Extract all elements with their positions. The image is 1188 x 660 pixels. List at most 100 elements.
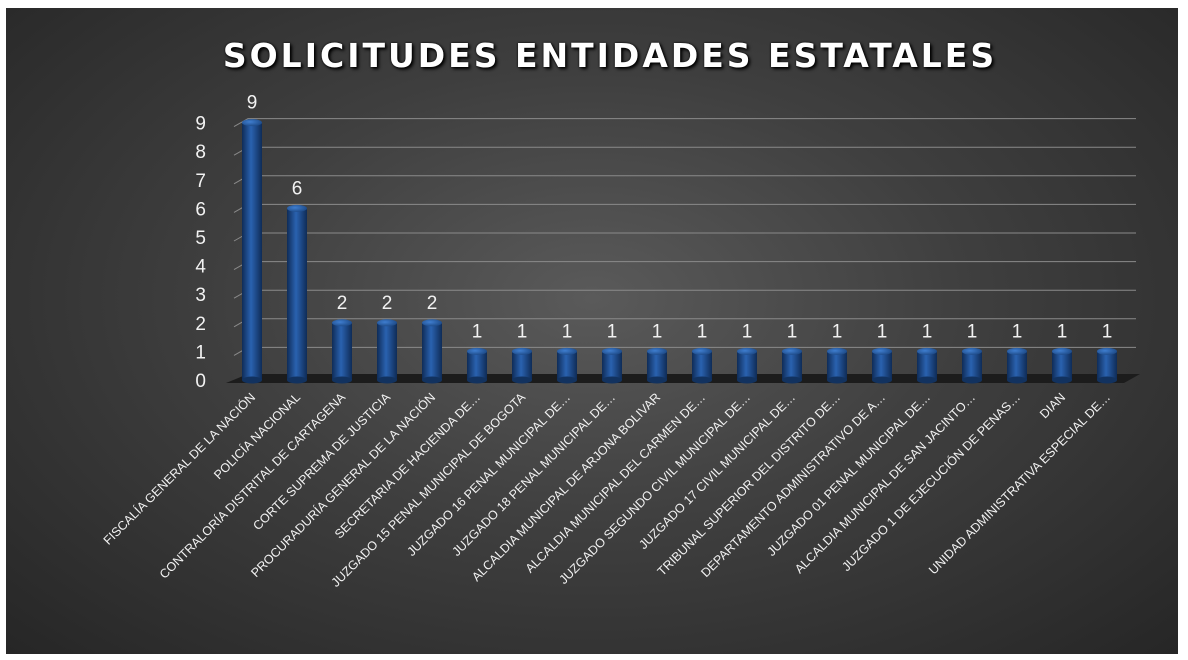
bar xyxy=(1007,347,1027,384)
bar-body xyxy=(692,351,712,380)
y-tick-label: 3 xyxy=(195,285,206,306)
gridline xyxy=(233,346,1136,356)
bar-base xyxy=(827,376,847,384)
gridline xyxy=(233,118,1136,128)
category-label: JUZGADO 16 PENAL MUNICIPAL DE… xyxy=(404,390,573,559)
bar xyxy=(917,347,937,384)
bar xyxy=(692,347,712,384)
y-tick-label: 6 xyxy=(195,199,206,220)
data-label: 1 xyxy=(967,321,978,342)
bar-cap xyxy=(557,347,577,355)
category-label: CONTRALORÍA DISTRITAL DE CARTAGENA xyxy=(156,389,348,581)
data-label: 1 xyxy=(472,321,483,342)
data-label: 1 xyxy=(517,321,528,342)
gridline xyxy=(233,318,1136,328)
bars xyxy=(242,119,1117,384)
bar-base xyxy=(557,376,577,384)
bar-body xyxy=(1052,351,1072,380)
bar-cap xyxy=(1052,347,1072,355)
bar-cap xyxy=(737,347,757,355)
data-label: 1 xyxy=(562,321,573,342)
chart-title: SOLICITUDES ENTIDADES ESTATALES xyxy=(222,36,998,75)
data-labels: 9 6 2 2 2 1 1 1 1 1 1 1 1 1 1 1 1 1 1 1 xyxy=(247,93,1113,343)
category-label: JUZGADO 01 PENAL MUNICIPAL DE… xyxy=(764,390,933,559)
data-label: 6 xyxy=(292,178,303,199)
bar-chart: 0 1 2 3 4 5 6 7 8 9 9 6 2 2 2 1 1 1 1 1 1 1 1 1 1 1 1 1 1 1 FISCALÍA… xyxy=(100,93,1140,590)
chart-floor-plane xyxy=(226,374,1140,383)
bar xyxy=(287,204,307,384)
bar-base xyxy=(692,376,712,384)
bar-body xyxy=(422,322,442,380)
chart-frame: SOLICITUDES ENTIDADES ESTATALES 0 1 2 3 4 5 6 7… xyxy=(6,8,1178,654)
bar-cap xyxy=(242,119,262,127)
bar-body xyxy=(1007,351,1027,380)
bar-body xyxy=(962,351,982,380)
gridlines xyxy=(233,118,1136,356)
y-tick-label: 0 xyxy=(195,371,206,392)
bar-base xyxy=(647,376,667,384)
bar-body xyxy=(377,322,397,380)
bar xyxy=(647,347,667,384)
bar-cap xyxy=(467,347,487,355)
data-label: 1 xyxy=(832,321,843,342)
gridline xyxy=(233,203,1136,213)
category-label: DIAN xyxy=(1037,390,1068,421)
bar-body xyxy=(242,122,262,380)
gridline xyxy=(233,146,1136,156)
data-label: 1 xyxy=(1102,321,1113,342)
bar xyxy=(467,347,487,384)
bar-base xyxy=(332,376,352,384)
bar-cap xyxy=(872,347,892,355)
bar-base xyxy=(1052,376,1072,384)
bar xyxy=(512,347,532,384)
data-label: 1 xyxy=(787,321,798,342)
bar-body xyxy=(647,351,667,380)
bar xyxy=(602,347,622,384)
bar xyxy=(827,347,847,384)
bar xyxy=(1097,347,1117,384)
bar-base xyxy=(1007,376,1027,384)
bar xyxy=(782,347,802,384)
bar xyxy=(422,319,442,384)
bar-base xyxy=(917,376,937,384)
bar-base xyxy=(422,376,442,384)
bar-body xyxy=(827,351,847,380)
bar-base xyxy=(287,376,307,384)
bar-cap xyxy=(1097,347,1117,355)
bar-base xyxy=(242,376,262,384)
data-label: 1 xyxy=(652,321,663,342)
bar-cap xyxy=(827,347,847,355)
bar xyxy=(1052,347,1072,384)
bar-base xyxy=(962,376,982,384)
bar-body xyxy=(737,351,757,380)
bar-base xyxy=(737,376,757,384)
data-label: 1 xyxy=(1057,321,1068,342)
data-label: 1 xyxy=(922,321,933,342)
bar-base xyxy=(467,376,487,384)
bar-base xyxy=(377,376,397,384)
bar-base xyxy=(1097,376,1117,384)
y-tick-label: 4 xyxy=(195,257,206,278)
y-axis-ticks: 0 1 2 3 4 5 6 7 8 9 xyxy=(195,114,206,392)
data-label: 2 xyxy=(427,293,438,314)
gridline xyxy=(233,175,1136,185)
bar-body xyxy=(287,208,307,380)
data-label: 2 xyxy=(382,293,393,314)
bar-body xyxy=(782,351,802,380)
bar-body xyxy=(917,351,937,380)
bar xyxy=(872,347,892,384)
bar xyxy=(962,347,982,384)
gridline xyxy=(233,289,1136,299)
bar-body xyxy=(557,351,577,380)
chart-floor xyxy=(226,374,1140,383)
y-tick-label: 1 xyxy=(195,342,206,363)
bar xyxy=(377,319,397,384)
category-label: JUZGADO 17 CIVIL MUNICIPAL DE… xyxy=(636,390,798,552)
gridline xyxy=(233,261,1136,271)
y-tick-label: 8 xyxy=(195,142,206,163)
bar-cap xyxy=(287,204,307,212)
bar xyxy=(332,319,352,384)
bar-body xyxy=(1097,351,1117,380)
gridline xyxy=(233,232,1136,242)
bar-base xyxy=(872,376,892,384)
